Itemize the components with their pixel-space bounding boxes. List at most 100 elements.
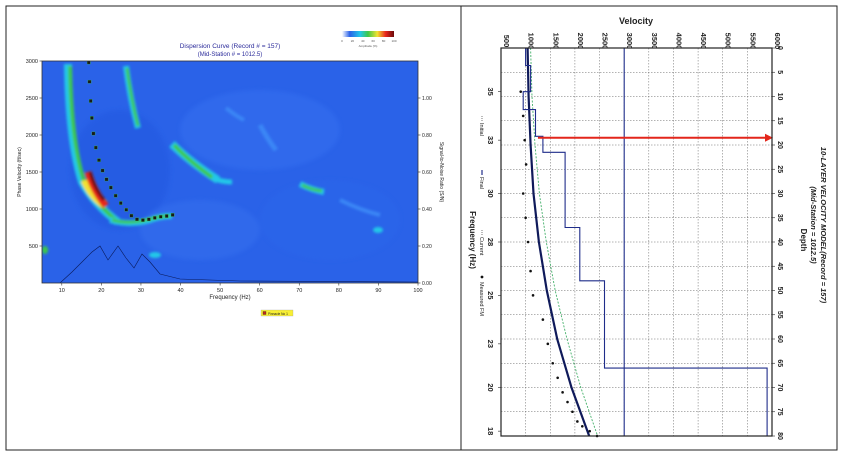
- velocity-tick-label: 2500: [601, 33, 610, 50]
- measured-point: [524, 163, 528, 166]
- velocity-tick-label: 3000: [625, 33, 634, 50]
- measured-point: [581, 425, 584, 428]
- depth-tick-label: 10: [776, 93, 783, 101]
- measured-point: [546, 342, 550, 346]
- colorbar-tick-label: 40: [361, 39, 365, 43]
- velocity-tick-label: 5000: [724, 33, 733, 50]
- frequency-tick-label: 20: [486, 383, 495, 391]
- frequency-tick-label: 23: [486, 340, 495, 348]
- x-tick-label: 20: [98, 288, 104, 294]
- pick-point: [90, 116, 94, 120]
- legend-measured: Measured FM: [478, 275, 484, 316]
- velocity-tick-label: 1000: [527, 33, 536, 50]
- x-tick-label: 80: [336, 288, 342, 294]
- snr-curve: [59, 245, 418, 283]
- y2-axis: 0.00 0.20 0.40 0.60 0.80 1.00: [418, 96, 432, 287]
- y-axis-label: Phase Velocity (ft/sec): [17, 147, 23, 197]
- pick-point: [94, 145, 98, 150]
- y2-tick-label: 0.20: [422, 244, 432, 250]
- model-subtitle: (Mid-Station = 1012.5): [809, 186, 818, 264]
- depth-tick-label: 70: [776, 384, 783, 392]
- y-tick-label: 3000: [26, 59, 38, 65]
- colorbar-tick-label: 80: [382, 39, 386, 43]
- colorbar-tick-label: 20: [351, 39, 355, 43]
- y-tick-label: 1500: [26, 170, 38, 176]
- measured-point: [531, 294, 535, 297]
- depth-tick-label: 80: [776, 432, 783, 440]
- frequency-tick-label: 30: [486, 189, 495, 197]
- colorbar-gradient: [342, 31, 394, 37]
- colorbar-label: Amplitude (%): [359, 44, 378, 48]
- legend-current: Current: [478, 230, 484, 256]
- measured-point: [588, 429, 591, 433]
- pick-point: [86, 61, 91, 65]
- right-model-line: [623, 48, 768, 436]
- measured-curve: [526, 47, 591, 437]
- model-title: 10-LAYER VELOCITY MODEL(Record = 157): [819, 147, 828, 304]
- colorbar-ticks: 0 20 40 60 80 100: [341, 39, 397, 43]
- measured-point: [524, 216, 527, 220]
- figure-frame: [5, 5, 838, 451]
- depth-tick-label: 65: [776, 359, 783, 367]
- depth-tick-label: 5: [776, 70, 783, 74]
- velocity-tick-label: 1500: [551, 33, 560, 50]
- depth-ticks: 0 5 10 15 20 25 30 35 40 45 50 55 60 65 70 75 80: [772, 46, 783, 440]
- measured-point: [541, 318, 545, 321]
- x-tick-label: 60: [257, 288, 263, 294]
- depth-tick-label: 35: [776, 214, 783, 222]
- measured-point: [526, 240, 530, 244]
- legend-box: [260, 309, 294, 317]
- y-axis: 500 1000 1500 2000 2500 3000: [26, 59, 42, 250]
- legend-measured-marker: [480, 275, 484, 279]
- pick-point: [158, 215, 163, 219]
- frequency-ticks: 35 33 30 28 25 23 20 18: [486, 87, 501, 435]
- measured-point: [566, 400, 569, 404]
- colorbar-tick-label: 0: [341, 39, 343, 43]
- initial-curve: [530, 47, 599, 437]
- y2-tick-label: 0.40: [422, 207, 432, 213]
- y2-tick-label: 1.00: [422, 96, 432, 102]
- velocity-tick-label: 5500: [748, 33, 757, 50]
- pick-point: [135, 217, 139, 222]
- x-tick-label: 70: [296, 288, 302, 294]
- x-tick-label: 90: [375, 288, 381, 294]
- frequency-tick-label: 18: [486, 427, 495, 435]
- depth-tick-label: 75: [776, 408, 783, 416]
- colorbar-tick-label: 60: [372, 39, 376, 43]
- legend-initial: Initial: [478, 116, 484, 136]
- depth-tick-label: 30: [776, 190, 783, 198]
- arrow-head: [765, 133, 773, 142]
- velocity-tick-label: 4000: [674, 33, 683, 50]
- pick-point: [147, 217, 151, 222]
- measured-point: [529, 269, 532, 273]
- y2-tick-label: 0.80: [422, 133, 432, 139]
- measured-point: [561, 391, 564, 394]
- depth-tick-label: 55: [776, 311, 783, 319]
- measured-point: [556, 376, 559, 380]
- y2-axis-label: Signal-to-Noise Ratio (S/N): [438, 142, 444, 203]
- pick-point: [129, 213, 134, 218]
- measured-point: [571, 410, 574, 414]
- legend-marker: [262, 311, 267, 315]
- depth-tick-label: 0: [776, 46, 783, 50]
- pick-point: [100, 168, 105, 173]
- measured-point: [576, 420, 579, 423]
- heatmap: [42, 61, 418, 283]
- legend-final: Final: [478, 170, 484, 189]
- legend-label: Pinnacle No 1: [268, 312, 288, 316]
- measured-point: [521, 192, 525, 195]
- depth-tick-label: 50: [776, 287, 783, 295]
- velocity-model-panel: Velocity 500 1000 1500 2000 2500 3000 3500 4000…: [468, 16, 828, 440]
- pick-point: [97, 158, 101, 162]
- velocity-tick-label: 6000: [773, 33, 782, 50]
- measured-points: [519, 90, 599, 438]
- x-axis-label: Frequency (Hz): [209, 295, 250, 301]
- y-tick-label: 1000: [26, 207, 38, 213]
- pick-point: [87, 79, 92, 84]
- velocity-tick-label: 3500: [650, 33, 659, 50]
- measured-point: [551, 361, 555, 365]
- measured-point: [523, 138, 526, 142]
- depth-tick-label: 15: [776, 117, 783, 125]
- x-tick-label: 30: [138, 288, 144, 294]
- pick-point: [88, 99, 93, 103]
